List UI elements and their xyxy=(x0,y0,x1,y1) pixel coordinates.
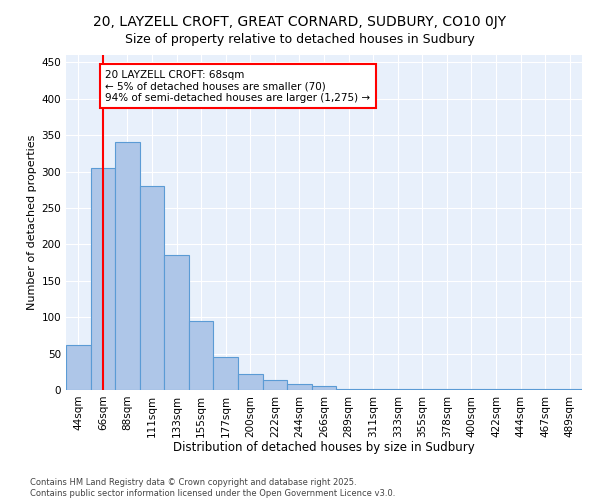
X-axis label: Distribution of detached houses by size in Sudbury: Distribution of detached houses by size … xyxy=(173,441,475,454)
Bar xyxy=(238,374,263,390)
Bar xyxy=(263,380,287,390)
Bar xyxy=(164,256,189,390)
Bar xyxy=(410,388,434,390)
Y-axis label: Number of detached properties: Number of detached properties xyxy=(27,135,37,310)
Text: 20, LAYZELL CROFT, GREAT CORNARD, SUDBURY, CO10 0JY: 20, LAYZELL CROFT, GREAT CORNARD, SUDBUR… xyxy=(94,15,506,29)
Bar xyxy=(189,321,214,390)
Bar xyxy=(312,386,336,390)
Text: Size of property relative to detached houses in Sudbury: Size of property relative to detached ho… xyxy=(125,32,475,46)
Bar xyxy=(91,168,115,390)
Bar xyxy=(115,142,140,390)
Bar xyxy=(66,345,91,390)
Text: Contains HM Land Registry data © Crown copyright and database right 2025.
Contai: Contains HM Land Registry data © Crown c… xyxy=(30,478,395,498)
Bar xyxy=(287,384,312,390)
Bar xyxy=(140,186,164,390)
Bar xyxy=(214,357,238,390)
Text: 20 LAYZELL CROFT: 68sqm
← 5% of detached houses are smaller (70)
94% of semi-det: 20 LAYZELL CROFT: 68sqm ← 5% of detached… xyxy=(106,70,370,103)
